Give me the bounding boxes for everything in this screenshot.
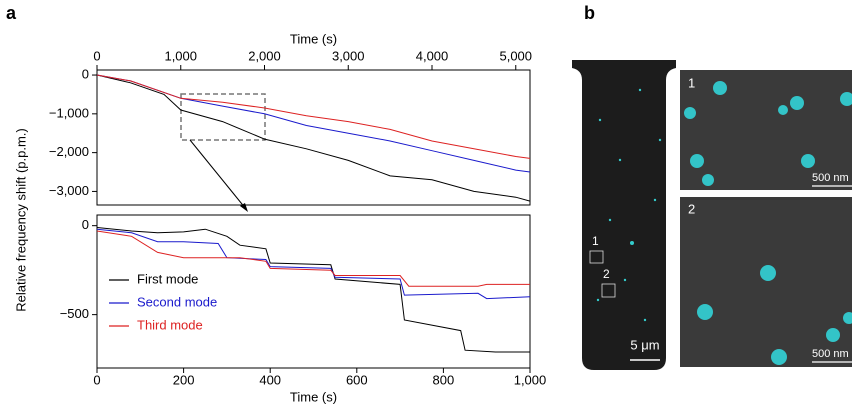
inset-label: 2 bbox=[688, 201, 695, 216]
panel-label: a bbox=[6, 3, 17, 23]
data-line bbox=[96, 230, 530, 287]
x-tick-label: 400 bbox=[259, 372, 281, 387]
x-tick-label: 1,000 bbox=[164, 48, 197, 63]
zoom-arrow bbox=[189, 139, 247, 210]
zoom-box bbox=[180, 93, 266, 141]
legend-label: Third mode bbox=[137, 317, 203, 332]
x-tick-label: 200 bbox=[173, 372, 195, 387]
region-box bbox=[601, 283, 616, 298]
plot-frame bbox=[96, 214, 531, 369]
arrow-head bbox=[240, 203, 248, 212]
y-tick-label: −1,000 bbox=[49, 105, 89, 120]
y-tick-label: 0 bbox=[82, 66, 89, 81]
y-axis-label: Relative frequency shift (p.p.m.) bbox=[13, 128, 28, 312]
particles bbox=[596, 88, 662, 322]
y-tick-label: −3,000 bbox=[49, 183, 89, 198]
scale-label: 500 nm bbox=[812, 348, 849, 360]
nanoparticles bbox=[684, 81, 852, 365]
x-tick-label: 1,000 bbox=[514, 372, 547, 387]
x-tick-label: 3,000 bbox=[332, 48, 365, 63]
micrograph-panel: 1 2 5 μm 1 2 500 nm 500 nm bbox=[572, 60, 852, 370]
inset-image bbox=[680, 70, 852, 190]
y-tick-label: 0 bbox=[82, 217, 89, 232]
x-tick-label: 4,000 bbox=[416, 48, 449, 63]
data-line bbox=[96, 74, 531, 202]
data-line bbox=[96, 74, 531, 159]
data-line bbox=[96, 74, 531, 173]
x-tick-label: 0 bbox=[93, 48, 100, 63]
legend-label: Second mode bbox=[137, 294, 217, 309]
region-box bbox=[589, 250, 604, 264]
x-tick-label: 800 bbox=[433, 372, 455, 387]
inset-image bbox=[680, 197, 852, 367]
x-axis-label: Time (s) bbox=[290, 389, 337, 404]
x-axis-label: Time (s) bbox=[290, 31, 337, 46]
data-line bbox=[96, 228, 531, 300]
scale-label: 5 μm bbox=[630, 337, 659, 352]
y-tick-label: −500 bbox=[60, 306, 89, 321]
scale-label: 500 nm bbox=[812, 172, 849, 184]
region-label: 2 bbox=[603, 267, 610, 281]
x-tick-label: 5,000 bbox=[499, 48, 532, 63]
y-tick-label: −2,000 bbox=[49, 144, 89, 159]
plot-frame bbox=[96, 69, 531, 206]
overview-image bbox=[572, 60, 676, 370]
legend-label: First mode bbox=[137, 271, 198, 286]
region-label: 1 bbox=[592, 234, 599, 248]
panel-label: b bbox=[584, 3, 595, 23]
inset-label: 1 bbox=[688, 75, 695, 90]
data-line bbox=[96, 227, 530, 353]
x-tick-label: 600 bbox=[346, 372, 368, 387]
x-tick-label: 0 bbox=[93, 372, 100, 387]
x-tick-label: 2,000 bbox=[248, 48, 281, 63]
